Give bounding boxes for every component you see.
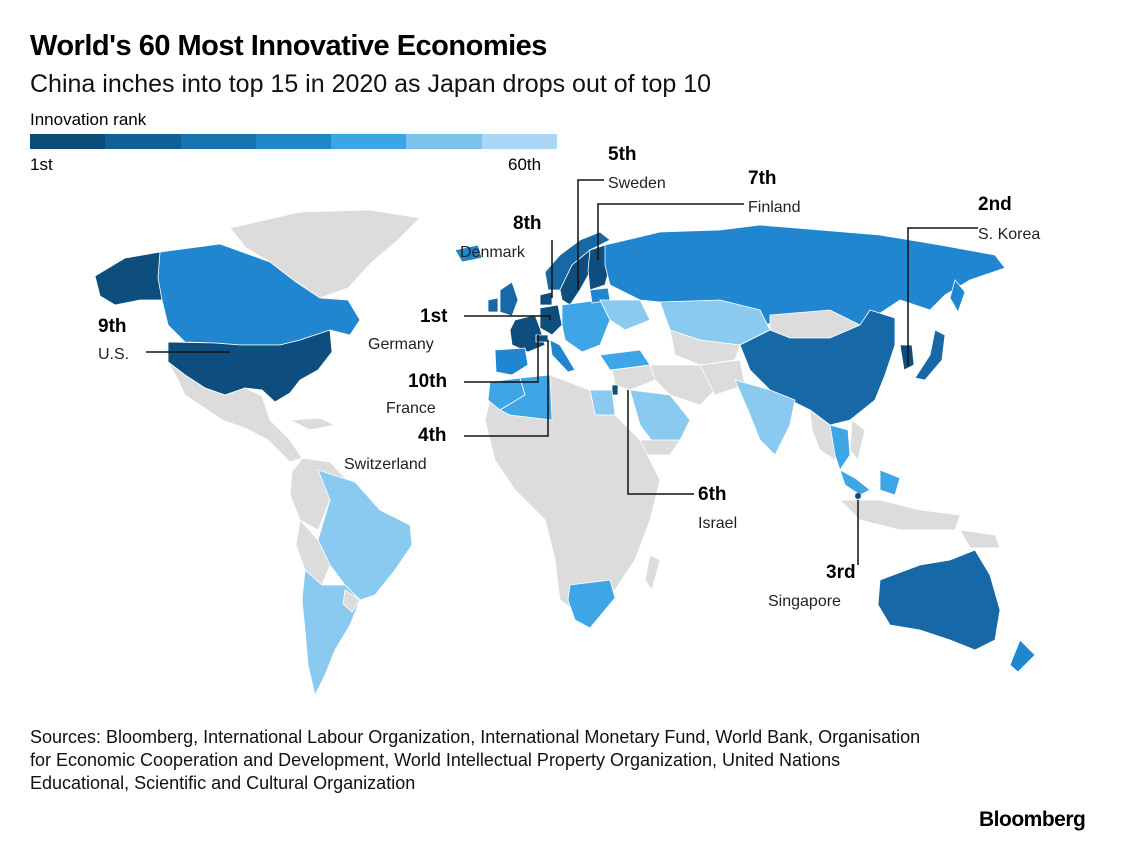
callout-denmark-country: Denmark xyxy=(460,244,526,261)
region-sweden xyxy=(559,249,591,306)
region-south-africa xyxy=(567,579,616,629)
callout-us-country: U.S. xyxy=(98,346,129,363)
region-alaska xyxy=(94,251,163,306)
region-thailand xyxy=(829,424,851,471)
region-uk xyxy=(499,281,519,317)
callout-singapore-rank: 3rd xyxy=(826,562,856,583)
callout-israel-country: Israel xyxy=(698,515,737,532)
legend-color-segment xyxy=(331,134,407,149)
region-israel xyxy=(611,384,619,396)
region-germany xyxy=(539,304,563,336)
legend-title: Innovation rank xyxy=(30,110,147,129)
chart-subtitle: China inches into top 15 in 2020 as Japa… xyxy=(30,70,712,98)
region-ireland xyxy=(487,297,499,313)
region-vietnam xyxy=(849,419,866,461)
region-papua-new-guinea xyxy=(959,529,1001,549)
region-spain xyxy=(494,347,529,376)
region-kamchatka xyxy=(949,279,966,313)
region-algeria xyxy=(499,374,553,421)
leader-line-switzerland xyxy=(464,340,549,437)
region-new-zealand xyxy=(1009,639,1036,673)
region-france xyxy=(509,314,546,353)
region-korea xyxy=(899,344,915,371)
callout-denmark-rank: 8th xyxy=(513,213,542,234)
region-madagascar xyxy=(644,554,661,591)
sources-note: Sources: Bloomberg, International Labour… xyxy=(30,727,921,793)
callout-switzerland-country: Switzerland xyxy=(344,456,427,473)
region-malaysia xyxy=(839,469,871,496)
callout-finland-country: Finland xyxy=(748,199,800,216)
callout-germany-country: Germany xyxy=(368,336,434,353)
region-caribbean xyxy=(288,417,337,431)
callout-korea-country: S. Korea xyxy=(978,226,1040,243)
legend-min-label: 1st xyxy=(30,155,53,174)
region-india xyxy=(734,379,796,456)
chart-title: World's 60 Most Innovative Economies xyxy=(30,30,547,62)
region-brazil xyxy=(317,469,413,601)
leader-line-sweden xyxy=(577,179,604,290)
region-africa xyxy=(484,374,661,616)
leader-line-germany xyxy=(464,315,551,320)
callout-finland-rank: 7th xyxy=(748,168,777,189)
legend-color-segment xyxy=(255,134,332,149)
region-ukraine xyxy=(599,299,651,331)
callout-france-rank: 10th xyxy=(408,371,447,392)
leader-line-israel xyxy=(627,390,694,495)
region-philippines xyxy=(879,469,901,496)
callout-israel-rank: 6th xyxy=(698,484,727,505)
callout-korea-rank: 2nd xyxy=(978,194,1012,215)
region-australia xyxy=(877,549,1001,651)
callout-singapore-country: Singapore xyxy=(768,593,841,610)
callout-germany-rank: 1st xyxy=(420,306,448,327)
legend-color-segment xyxy=(105,134,181,149)
bloomberg-logo: Bloomberg xyxy=(979,808,1086,831)
region-indonesia xyxy=(839,499,961,531)
legend-color-segment xyxy=(30,134,106,149)
leader-line-finland xyxy=(597,203,744,260)
region-uruguay xyxy=(342,589,361,613)
region-eastern-europe xyxy=(561,299,611,353)
region-norway xyxy=(544,231,611,291)
region-japan xyxy=(914,329,946,381)
legend-color-segment xyxy=(481,134,557,149)
callout-france-country: France xyxy=(386,400,436,417)
legend-color-segment xyxy=(180,134,256,149)
region-central-asia xyxy=(669,329,741,366)
legend-max-label: 60th xyxy=(508,155,542,174)
region-middle-east-north xyxy=(611,364,656,391)
region-denmark xyxy=(539,291,553,306)
region-greenland xyxy=(229,209,421,299)
callout-lines xyxy=(146,179,978,565)
legend-color-scale xyxy=(30,134,557,149)
leader-line-france xyxy=(464,335,539,383)
callout-switzerland-rank: 4th xyxy=(418,425,447,446)
callout-sweden-country: Sweden xyxy=(608,175,666,192)
callout-us-rank: 9th xyxy=(98,316,127,337)
leader-line-korea xyxy=(907,227,978,366)
region-italy xyxy=(549,339,576,373)
region-iceland xyxy=(454,244,483,263)
legend-color-segment xyxy=(406,134,482,149)
singapore-marker xyxy=(855,493,861,499)
callout-sweden-rank: 5th xyxy=(608,144,637,165)
